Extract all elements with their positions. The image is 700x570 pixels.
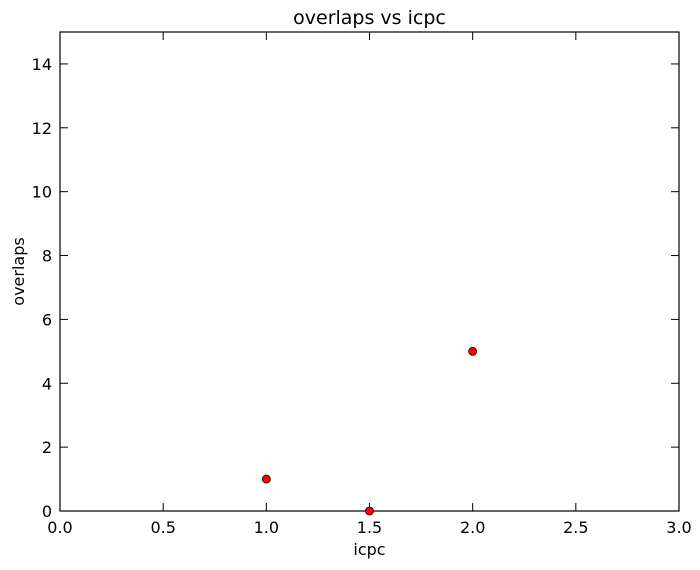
x-tick-label: 2.5 [563,518,588,537]
y-tick-label: 2 [42,438,52,457]
y-tick-label: 4 [42,374,52,393]
x-axis-title: icpc [353,540,385,559]
plot-frame [59,31,680,512]
y-tick-label: 6 [42,310,52,329]
data-point [468,346,478,356]
x-tick-label: 0.0 [47,518,72,537]
x-tick-label: 1.0 [254,518,279,537]
plot-area: 0.0 0.5 1.0 1.5 2.0 2.5 3.0 0 2 4 6 8 10 12 14 [32,31,692,537]
y-tick-label: 14 [32,55,52,74]
x-tick-label: 0.5 [150,518,175,537]
x-tick-label: 2.0 [460,518,485,537]
y-tick-label: 10 [32,183,52,202]
y-tick-label: 12 [32,119,52,138]
y-tick-label: 0 [42,502,52,521]
x-tick-label: 3.0 [666,518,691,537]
data-point [261,474,271,484]
x-tick-label: 1.5 [357,518,382,537]
data-point [365,506,374,516]
y-tick-label: 8 [42,247,52,266]
y-axis-title: overlaps [9,237,28,305]
chart-title: overlaps vs icpc [293,7,446,29]
